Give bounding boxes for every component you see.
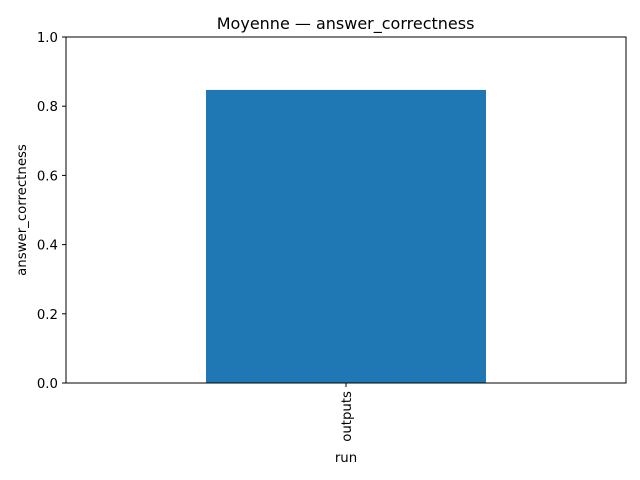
y-tick-label: 0.8: [37, 100, 58, 115]
bars-layer: [206, 89, 486, 384]
x-tick-label: outputs: [340, 391, 355, 442]
y-axis-label: answer_correctness: [15, 144, 30, 276]
y-tick-label: 0.0: [37, 377, 58, 392]
y-tick-label: 1.0: [37, 31, 58, 46]
y-tick-label: 0.4: [37, 239, 58, 254]
y-axis: 0.0 0.2 0.4 0.6 0.8 1.0: [37, 31, 66, 392]
x-axis-label: run: [335, 451, 357, 466]
y-tick-label: 0.2: [37, 308, 58, 323]
y-tick-label: 0.6: [37, 169, 58, 184]
bar-outputs: [206, 89, 486, 384]
chart-title: Moyenne — answer_correctness: [217, 14, 475, 34]
x-axis: outputs: [340, 383, 355, 442]
